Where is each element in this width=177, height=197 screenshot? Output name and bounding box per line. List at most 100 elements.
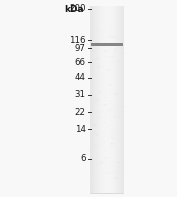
Bar [113, 117, 116, 118]
Bar [100, 6, 101, 193]
Bar [104, 97, 108, 98]
Bar [111, 143, 112, 145]
Bar [105, 163, 106, 164]
Text: 97: 97 [75, 44, 86, 53]
Bar [105, 6, 106, 193]
Bar [109, 56, 114, 57]
Bar [121, 158, 122, 159]
Bar [117, 161, 120, 163]
Text: 200: 200 [69, 4, 86, 13]
Bar [98, 6, 99, 193]
Bar [104, 50, 108, 52]
Bar [97, 134, 98, 136]
Bar [110, 6, 111, 193]
Bar [118, 161, 121, 163]
Bar [96, 164, 98, 166]
Bar [121, 40, 123, 42]
Bar [103, 43, 107, 45]
Bar [117, 6, 118, 193]
Bar [118, 116, 121, 117]
Bar [110, 147, 112, 148]
Bar [121, 106, 124, 107]
Bar [91, 43, 123, 44]
Bar [117, 38, 120, 39]
Bar [112, 6, 113, 193]
Bar [91, 43, 123, 46]
Bar [100, 111, 102, 112]
Bar [112, 138, 116, 139]
Bar [106, 172, 109, 175]
Bar [93, 123, 95, 125]
Bar [102, 89, 106, 90]
Bar [96, 102, 97, 104]
Bar [119, 100, 123, 101]
Bar [122, 6, 123, 193]
Bar [97, 6, 98, 193]
Bar [95, 124, 98, 125]
Bar [108, 103, 110, 104]
Bar [96, 6, 97, 193]
Bar [103, 104, 107, 106]
Bar [104, 157, 108, 159]
Text: 14: 14 [75, 125, 86, 134]
Bar [119, 6, 120, 193]
Bar [114, 52, 115, 54]
Bar [121, 174, 123, 176]
Bar [115, 6, 116, 193]
Bar [107, 161, 109, 162]
Bar [111, 6, 112, 193]
Bar [106, 111, 109, 113]
Bar [99, 30, 103, 31]
Bar [115, 172, 119, 174]
Bar [121, 106, 125, 107]
Bar [96, 156, 98, 158]
Bar [92, 167, 95, 169]
Bar [99, 90, 102, 93]
Bar [118, 166, 120, 168]
Bar [92, 6, 93, 193]
Bar [93, 6, 94, 193]
Text: 6: 6 [80, 154, 86, 163]
Bar [106, 56, 108, 58]
Bar [108, 6, 109, 193]
Bar [119, 52, 121, 54]
Bar [104, 6, 105, 193]
Bar [97, 116, 101, 118]
Text: 22: 22 [75, 108, 86, 117]
Bar [101, 161, 103, 164]
Bar [110, 130, 115, 132]
Bar [103, 67, 104, 68]
Bar [107, 6, 108, 193]
Bar [95, 42, 97, 43]
Bar [109, 155, 110, 157]
Bar [123, 6, 124, 193]
Bar [121, 32, 124, 33]
Bar [96, 99, 99, 101]
Bar [94, 144, 98, 146]
Bar [110, 31, 113, 33]
Bar [116, 6, 117, 193]
Bar [108, 84, 112, 86]
Bar [96, 30, 97, 32]
Bar [108, 109, 112, 111]
Bar [106, 6, 107, 193]
Bar [112, 133, 114, 134]
Bar [91, 6, 92, 193]
Bar [120, 96, 122, 98]
Bar [107, 36, 110, 38]
Bar [115, 94, 118, 95]
Bar [106, 31, 108, 33]
Bar [121, 74, 123, 76]
Bar [110, 137, 113, 138]
Bar [113, 6, 114, 193]
Bar [99, 92, 101, 94]
Text: 116: 116 [69, 36, 86, 45]
Bar [96, 57, 98, 59]
Bar [95, 134, 98, 136]
Bar [124, 0, 177, 197]
Bar [112, 55, 114, 57]
Bar [120, 162, 124, 163]
Bar [117, 181, 118, 182]
Bar [105, 115, 107, 116]
Bar [100, 162, 101, 164]
